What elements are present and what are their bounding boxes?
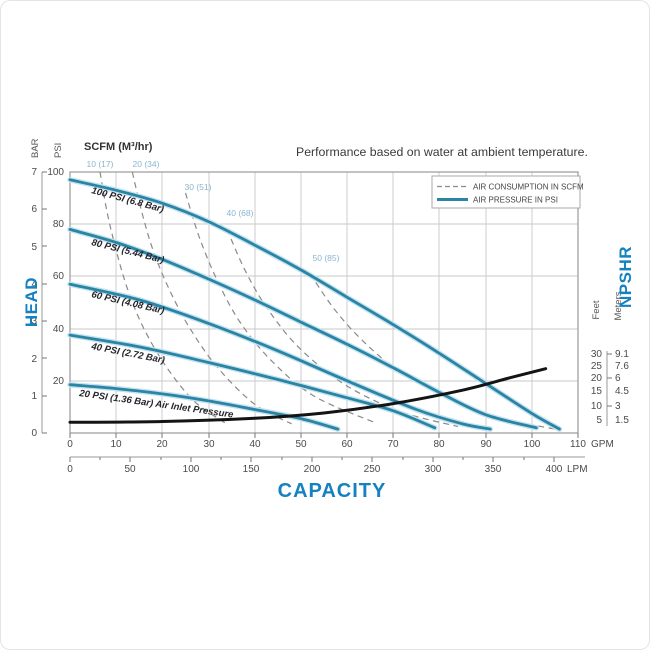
scfm-label-50: 50 (85)	[313, 253, 340, 263]
air-consumption-curve-10	[99, 171, 226, 424]
air-pressure-curve-60psi	[68, 282, 492, 431]
meters-tick-9-1: 9.1	[615, 349, 629, 360]
feet-tick-10: 10	[591, 401, 603, 412]
meters-tick-1-5: 1.5	[615, 415, 629, 426]
feet-axis-label: Feet	[591, 300, 602, 319]
lpm-tick-150: 150	[243, 464, 260, 475]
feet-tick-5: 5	[596, 415, 602, 426]
lpm-tick-350: 350	[485, 464, 502, 475]
feet-tick-25: 25	[591, 361, 603, 372]
gpm-tick-60: 60	[341, 439, 353, 450]
scfm-label-10: 10 (17)	[87, 159, 114, 169]
feet-tick-30: 30	[591, 349, 603, 360]
scfm-curve-labels: 10 (17) 20 (34) 30 (51) 40 (68) 50 (85)	[87, 159, 340, 263]
psi-axis-label: PSI	[53, 143, 64, 158]
psi-tick-60: 60	[53, 271, 65, 282]
gpm-tick-50: 50	[295, 439, 307, 450]
lpm-tick-300: 300	[425, 464, 442, 475]
legend: AIR CONSUMPTION IN SCFM AIR PRESSURE IN …	[431, 175, 584, 209]
bar-tick-7: 7	[31, 167, 37, 178]
lpm-unit-label: LPM	[567, 464, 588, 475]
gpm-tick-10: 10	[110, 439, 122, 450]
gpm-axis: 0 10 20 30 40 50 60 70 80 90 100 110 GPM	[67, 433, 614, 450]
head-axis-title: HEAD	[22, 277, 41, 327]
air-pressure-curve-100psi	[68, 178, 561, 431]
legend-air-pressure-label: AIR PRESSURE IN PSI	[473, 196, 558, 205]
meters-axis-label: Meters	[613, 291, 624, 320]
curve-label-60psi: 60 PSI (4.08 Bar)	[90, 289, 165, 316]
air-consumption-curve-40	[226, 229, 459, 428]
bar-axis-label: BAR	[30, 138, 41, 158]
npshr-curve	[68, 367, 548, 424]
bar-tick-6: 6	[31, 204, 37, 215]
scfm-label-40: 40 (68)	[227, 208, 254, 218]
gpm-tick-100: 100	[524, 439, 541, 450]
scfm-label-30: 30 (51)	[185, 182, 212, 192]
gpm-tick-90: 90	[480, 439, 492, 450]
psi-tick-100: 100	[47, 167, 64, 178]
psi-tick-20: 20	[53, 376, 65, 387]
air-pressure-curve-20psi	[68, 383, 340, 431]
psi-tick-40: 40	[53, 324, 65, 335]
feet-tick-20: 20	[591, 373, 603, 384]
lpm-tick-0: 0	[67, 464, 73, 475]
lpm-tick-200: 200	[304, 464, 321, 475]
scfm-label-20: 20 (34)	[133, 159, 160, 169]
lpm-tick-100: 100	[183, 464, 200, 475]
meters-tick-6: 6	[615, 373, 621, 384]
lpm-axis: 0 50 100 150 200 250 300 350 400 LPM	[67, 456, 588, 475]
psi-axis: 100 80 60 40 20 PSI	[47, 143, 64, 387]
capacity-axis-title: CAPACITY	[278, 480, 387, 502]
legend-box	[431, 175, 581, 209]
air-pressure-curve-40psi	[68, 333, 437, 430]
gpm-tick-80: 80	[433, 439, 445, 450]
bar-tick-1: 1	[31, 391, 37, 402]
air-consumption-curve-30	[184, 192, 376, 424]
gpm-tick-40: 40	[249, 439, 261, 450]
meters-tick-3: 3	[615, 401, 621, 412]
gpm-tick-20: 20	[156, 439, 168, 450]
gpm-unit-label: GPM	[591, 439, 614, 450]
air-pressure-curve-80psi	[68, 228, 538, 430]
plot-border	[69, 171, 579, 434]
meters-tick-4-5: 4.5	[615, 386, 629, 397]
gpm-tick-110: 110	[570, 439, 586, 450]
gpm-tick-0: 0	[67, 439, 73, 450]
air-consumption-curve-20	[131, 171, 292, 425]
lpm-tick-50: 50	[124, 464, 136, 475]
meters-tick-7-6: 7.6	[615, 361, 629, 372]
bar-axis: 7 6 5 4 3 2 1 0 BAR	[30, 138, 47, 439]
feet-tick-15: 15	[591, 386, 603, 397]
lpm-tick-250: 250	[364, 464, 381, 475]
bar-tick-3: 3	[31, 316, 37, 327]
bar-tick-2: 2	[31, 354, 37, 365]
legend-air-consumption-label: AIR CONSUMPTION IN SCFM	[473, 183, 584, 192]
gpm-tick-30: 30	[203, 439, 215, 450]
npshr-axis: 30 25 20 15 10 5 9.1 7.6 6 4.5 3 1.5 Fee…	[591, 246, 635, 426]
npshr-axis-title: NPSHR	[616, 246, 635, 308]
bar-tick-5: 5	[31, 242, 37, 253]
bar-tick-4: 4	[31, 279, 37, 290]
scfm-units-header: SCFM (M³/hr)	[84, 141, 153, 153]
lpm-tick-400: 400	[546, 464, 563, 475]
bar-tick-0: 0	[31, 428, 37, 439]
gpm-tick-70: 70	[387, 439, 399, 450]
chart-title: Performance based on water at ambient te…	[296, 145, 588, 159]
psi-tick-80: 80	[53, 219, 65, 230]
curve-label-80psi: 80 PSI (5.44 Bar)	[90, 237, 165, 266]
air-pressure-curves	[67, 177, 563, 432]
